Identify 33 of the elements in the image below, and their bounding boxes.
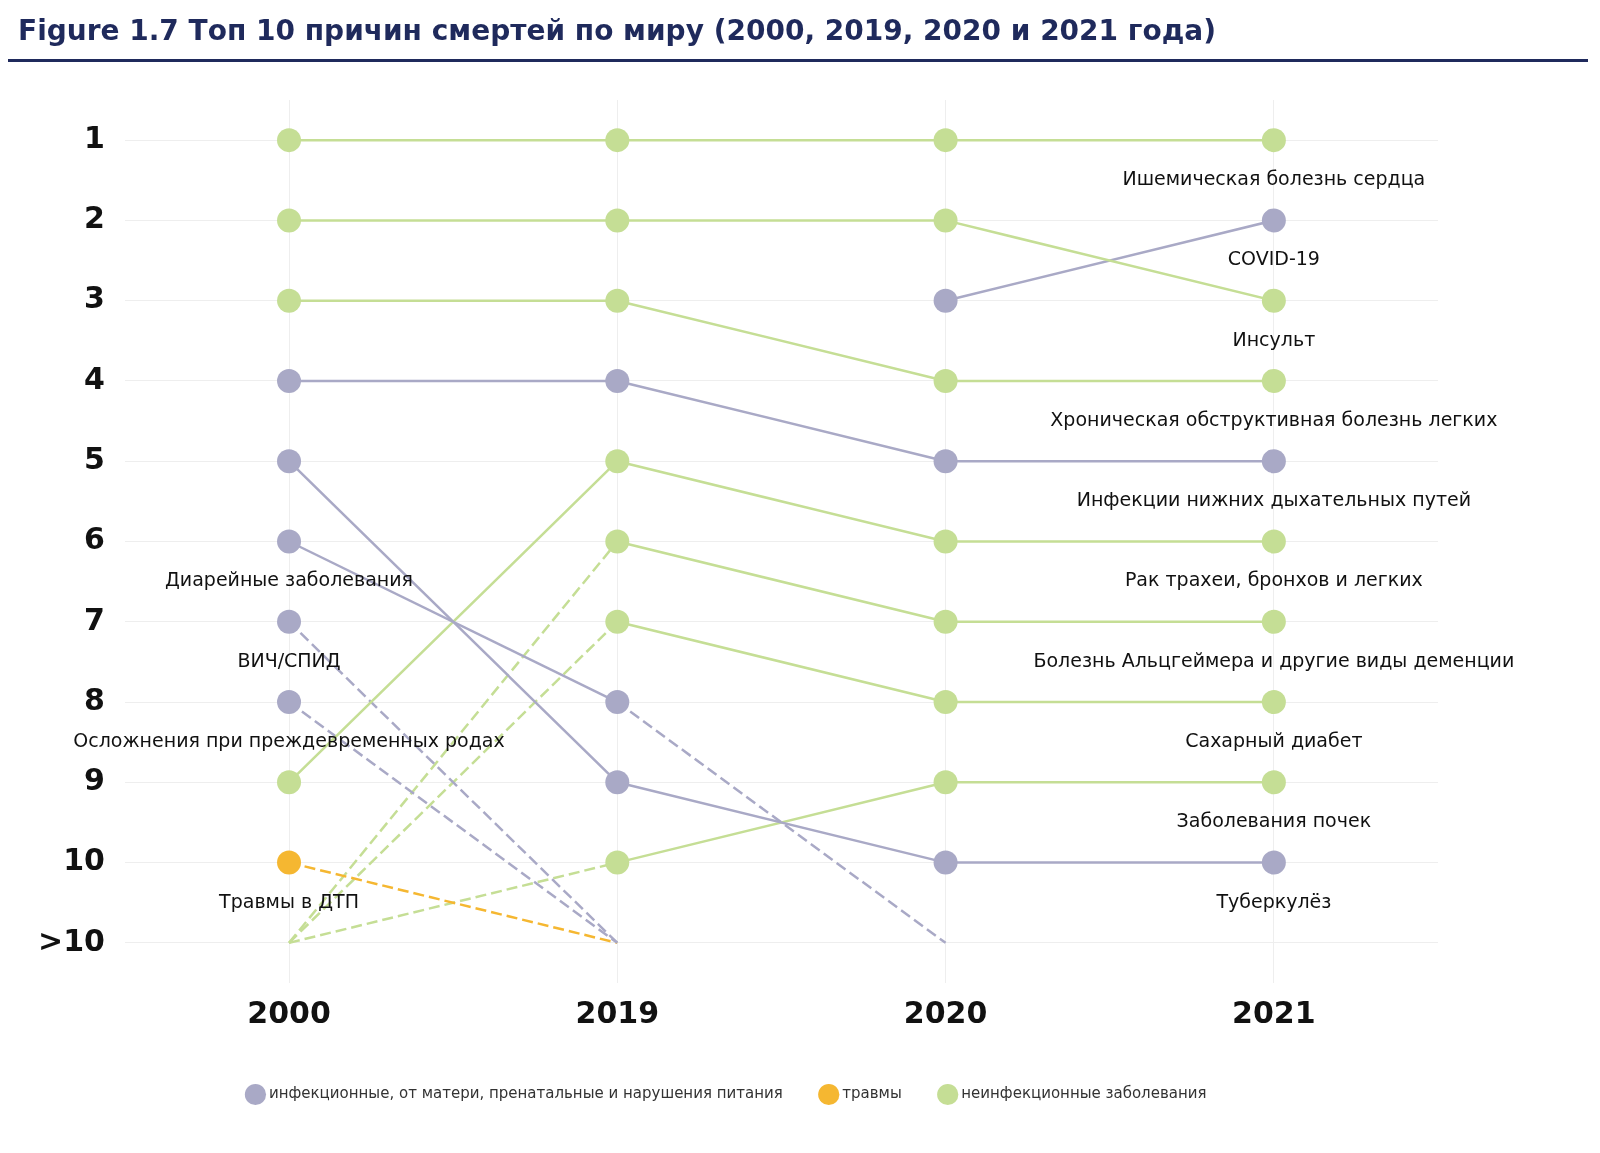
y-tick-label: 2	[84, 200, 105, 236]
y-tick-label: 1	[84, 119, 105, 155]
annotation: ВИЧ/СПИД	[237, 648, 341, 671]
annotation: Рак трахеи, бронхов и легких	[1124, 568, 1423, 591]
y-tick-label: 7	[84, 601, 105, 637]
y-tick-label: 10	[63, 842, 105, 878]
y-tick-label: 3	[84, 280, 105, 316]
x-tick-label: 2019	[575, 994, 660, 1030]
annotation: Болезнь Альцгеймера и другие виды деменции	[1033, 648, 1515, 671]
x-tick-label: 2021	[1232, 994, 1316, 1030]
x-tick-label: 2000	[247, 994, 331, 1030]
chart-title: Figure 1.7 Топ 10 причин смертей по миру (2000, 2019, 2020 и 2021 года)	[8, 8, 1588, 62]
annotation: Заболевания почек	[1176, 809, 1372, 832]
annotation: Туберкулёз	[1215, 889, 1332, 912]
y-tick-label: 5	[84, 441, 105, 477]
y-tick-label: >10	[37, 922, 105, 958]
annotation: COVID-19	[1227, 247, 1320, 270]
y-tick-label: 6	[84, 521, 105, 557]
annotation: Хроническая обструктивная болезнь легких	[1050, 407, 1498, 430]
annotation: Травмы в ДТП	[218, 889, 359, 912]
legend-label: травмы	[842, 1084, 902, 1103]
legend-label: инфекционные, от матери, пренатальные и нарушения питания	[268, 1084, 783, 1103]
annotation: Диарейные заболевания	[164, 568, 414, 591]
y-tick-label: 9	[84, 762, 105, 798]
x-tick-label: 2020	[903, 994, 988, 1030]
annotation: Сахарный диабет	[1185, 728, 1363, 751]
annotation: Ишемическая болезнь сердца	[1122, 167, 1426, 190]
annotation: Осложнения при преждевременных родах	[73, 728, 505, 751]
legend-label: неинфекционные заболевания	[961, 1084, 1207, 1103]
annotation: Инфекции нижних дыхательных путей	[1076, 488, 1471, 511]
y-tick-label: 4	[84, 360, 105, 396]
annotation: Инсульт	[1232, 327, 1316, 350]
y-tick-label: 8	[84, 681, 105, 717]
